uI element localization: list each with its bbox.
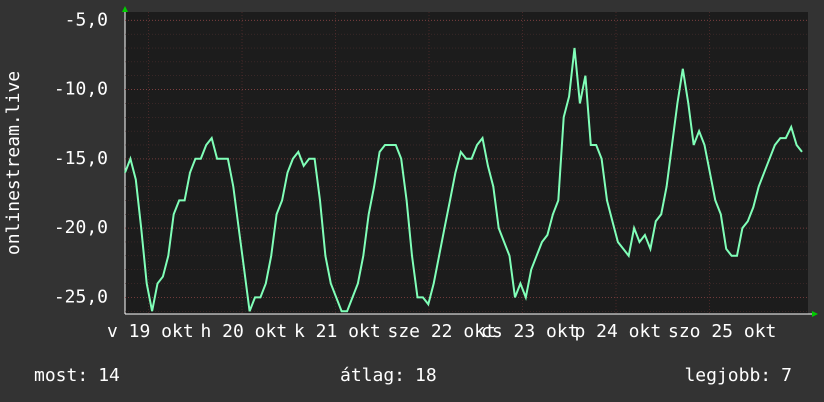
y-arrow xyxy=(122,6,128,12)
x-arrow xyxy=(812,311,818,317)
stat-value: 18 xyxy=(415,365,437,386)
x-tick-label: p 24 okt xyxy=(575,321,662,342)
y-tick-label: -10,0 xyxy=(54,79,108,100)
x-tick-label: v 19 okt xyxy=(107,321,194,342)
stat: átlag: 18 xyxy=(340,365,437,386)
x-tick-label: szo 25 okt xyxy=(668,321,776,342)
plot-area xyxy=(125,12,808,314)
y-tick-label: -5,0 xyxy=(65,9,108,30)
stat-value: 14 xyxy=(98,365,120,386)
data-line xyxy=(124,47,803,313)
stat-value: 7 xyxy=(781,365,792,386)
stat-label: legjobb: xyxy=(684,365,771,386)
stat-label: most: xyxy=(34,365,88,386)
x-tick-label: sze 22 okt xyxy=(388,321,496,342)
stat: legjobb: 7 xyxy=(684,365,792,386)
stat-label: átlag: xyxy=(340,365,405,386)
y-tick-label: -20,0 xyxy=(54,217,108,238)
x-tick-label: cs 23 okt xyxy=(481,321,579,342)
x-tick-label: h 20 okt xyxy=(201,321,288,342)
x-tick-label: k 21 okt xyxy=(294,321,381,342)
stat: most: 14 xyxy=(34,365,120,386)
y-tick-label: -25,0 xyxy=(54,286,108,307)
y-axis-label: onlinestream.live xyxy=(3,71,24,255)
y-tick-label: -15,0 xyxy=(54,148,108,169)
